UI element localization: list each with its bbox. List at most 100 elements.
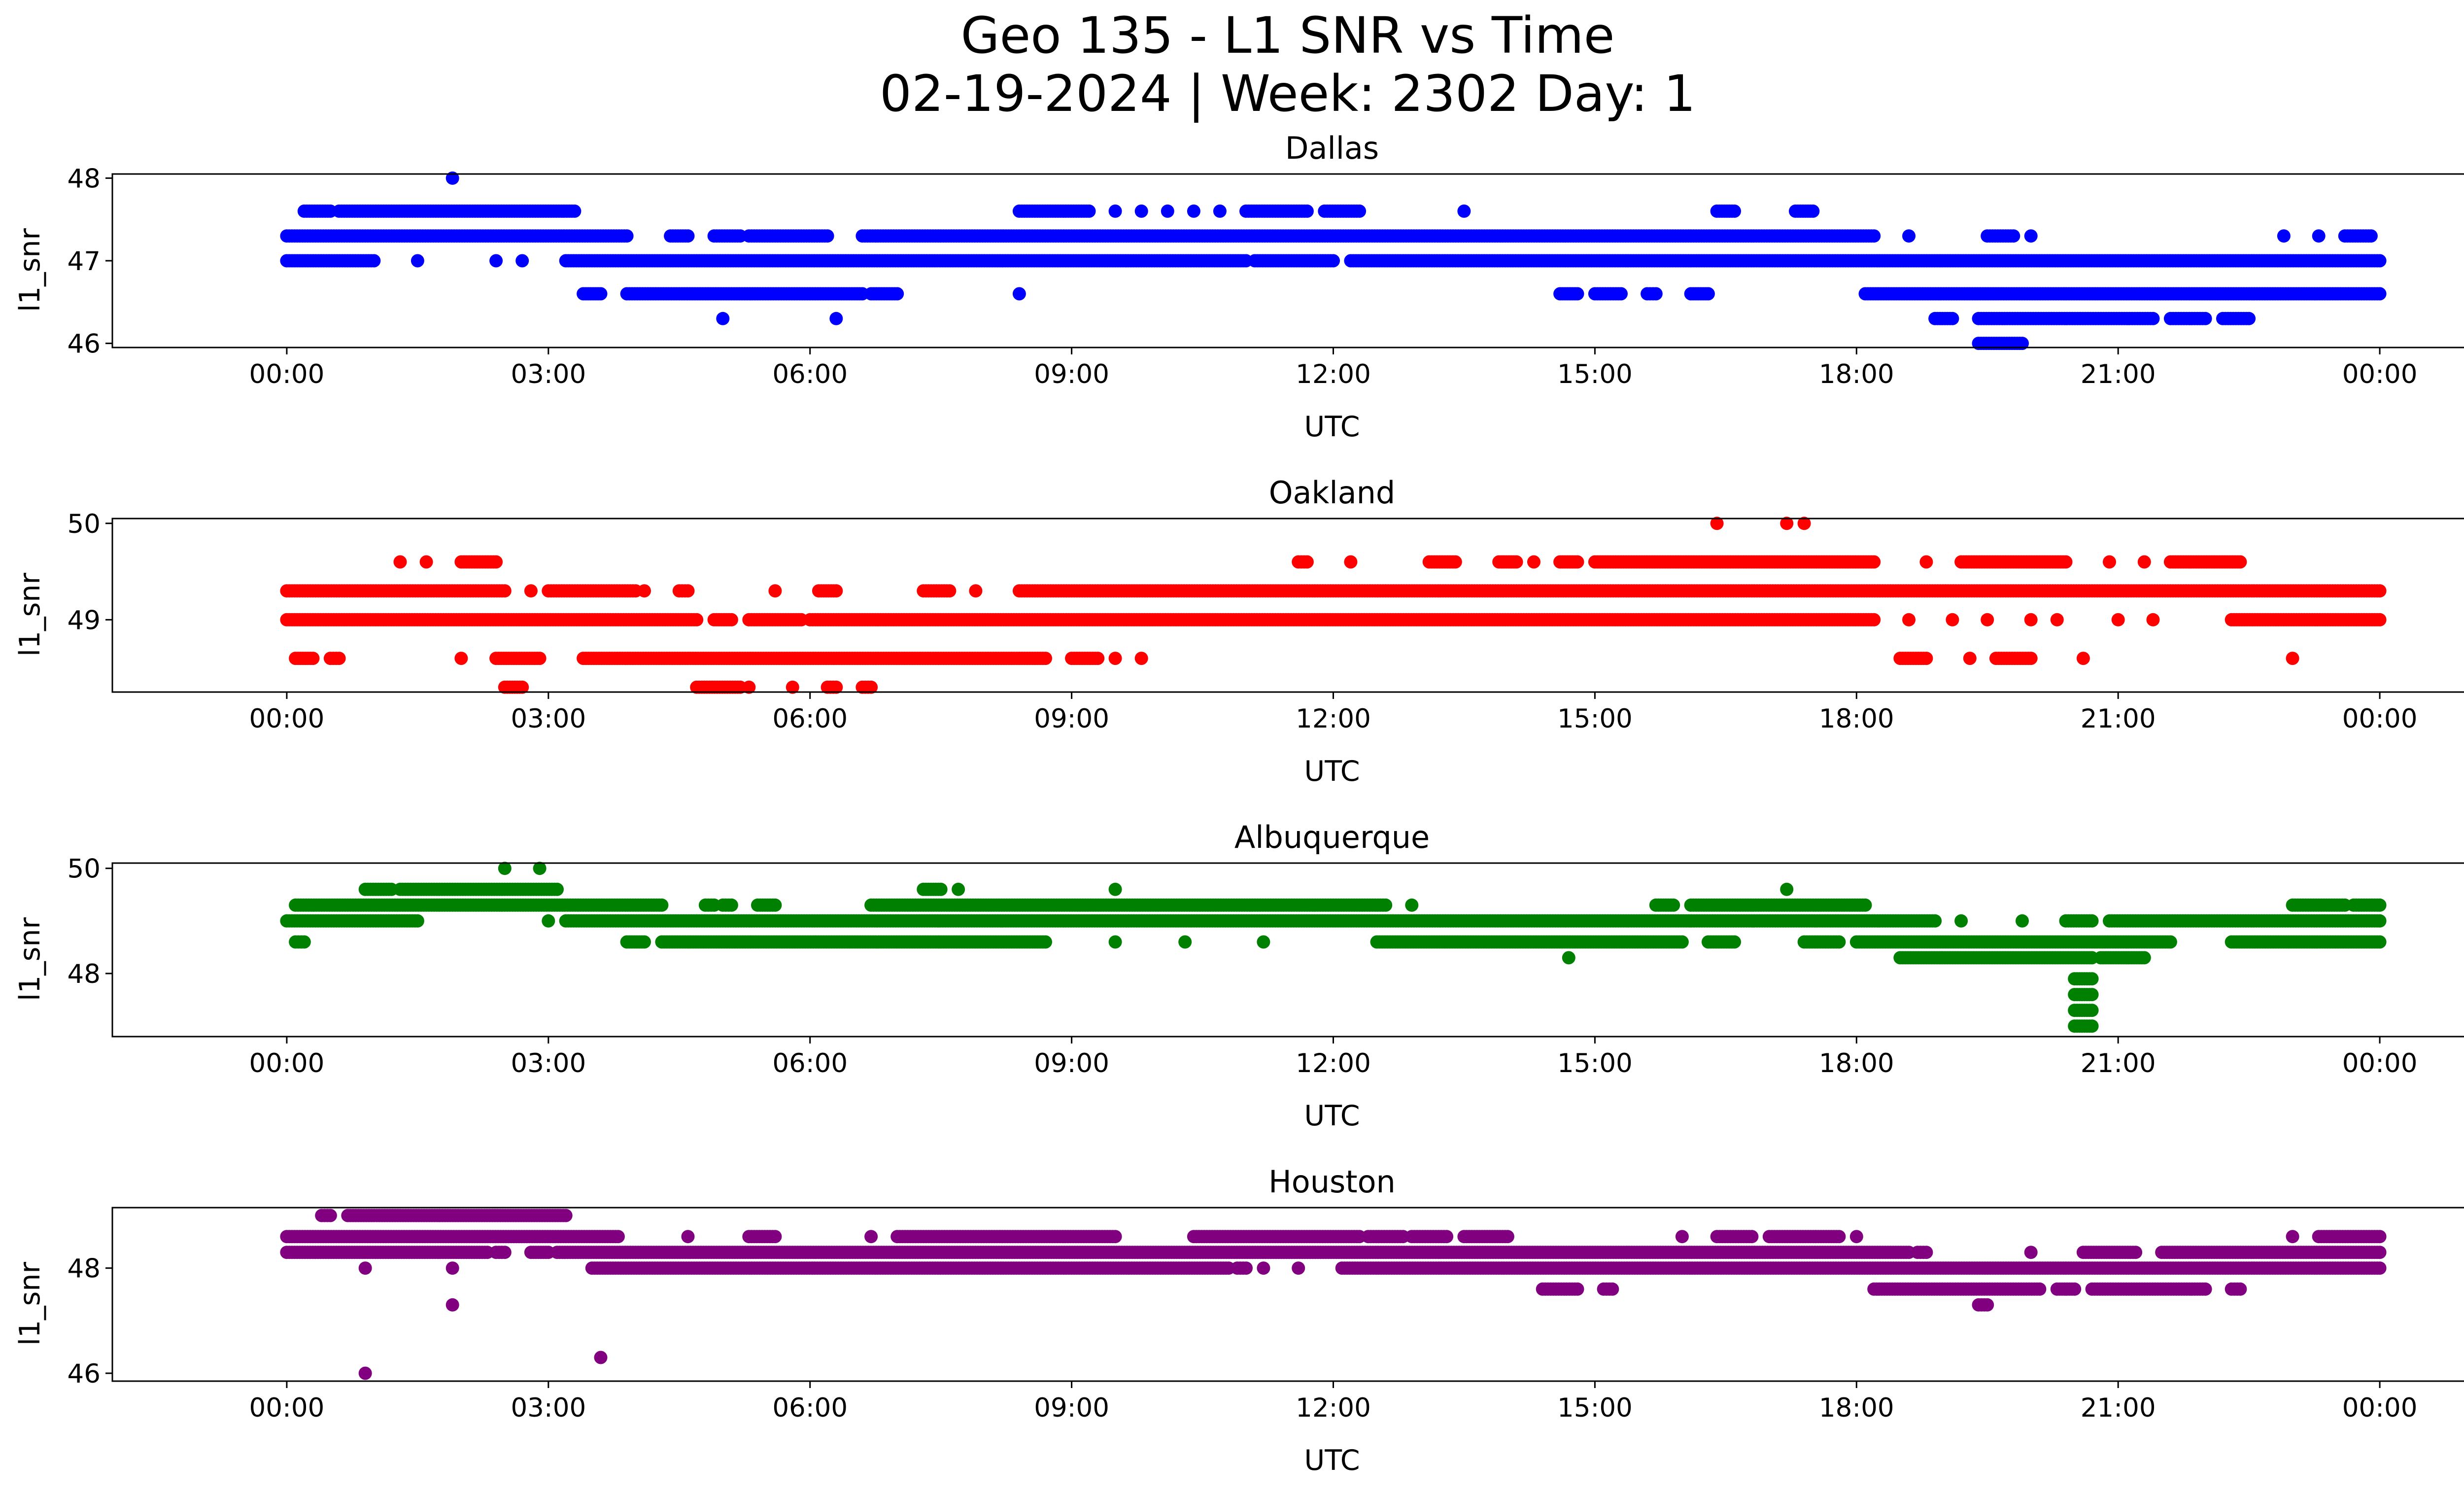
data-point xyxy=(2111,613,2125,626)
data-point xyxy=(411,254,424,268)
x-tick-label: 18:00 xyxy=(1819,359,1894,389)
data-point xyxy=(829,312,843,325)
y-axis-label: l1_snr xyxy=(14,917,46,1001)
data-point xyxy=(489,555,503,569)
data-point xyxy=(1108,204,1122,218)
data-point xyxy=(1919,555,1933,569)
x-tick-label: 15:00 xyxy=(1557,359,1633,389)
y-tick-label: 46 xyxy=(68,329,101,359)
x-axis-label: UTC xyxy=(1304,1100,1360,1132)
x-axis-label: UTC xyxy=(1304,411,1360,443)
data-point xyxy=(1806,204,1820,218)
data-point xyxy=(1667,898,1680,912)
data-point xyxy=(2085,914,2099,928)
data-point xyxy=(1509,555,1523,569)
data-point xyxy=(2242,312,2256,325)
data-point xyxy=(1082,204,1096,218)
data-point xyxy=(2312,229,2326,243)
y-axis-label: l1_snr xyxy=(14,573,46,657)
data-point xyxy=(1571,555,1584,569)
data-point xyxy=(768,898,782,912)
data-point xyxy=(1457,204,1471,218)
data-point xyxy=(1527,555,1540,569)
data-point xyxy=(969,584,983,598)
data-point xyxy=(2364,229,2378,243)
data-point xyxy=(1867,613,1881,626)
data-point xyxy=(1161,204,1174,218)
data-point xyxy=(454,652,468,665)
data-point xyxy=(1327,254,1340,268)
data-point xyxy=(1134,652,1148,665)
data-point xyxy=(1448,555,1462,569)
x-tick-label: 09:00 xyxy=(1034,359,1109,389)
data-point xyxy=(2286,652,2299,665)
data-point xyxy=(1928,914,1942,928)
data-point xyxy=(411,914,424,928)
data-point xyxy=(1981,613,1994,626)
data-point xyxy=(690,613,704,626)
data-point xyxy=(821,229,834,243)
y-tick-label: 49 xyxy=(68,605,101,635)
data-point xyxy=(2076,652,2090,665)
data-point xyxy=(1701,287,1715,301)
data-point xyxy=(2024,229,2038,243)
data-point xyxy=(306,652,320,665)
x-tick-label: 00:00 xyxy=(249,704,325,734)
data-point xyxy=(1300,555,1314,569)
data-point xyxy=(638,584,651,598)
data-point xyxy=(2059,555,2073,569)
data-point xyxy=(1867,555,1881,569)
data-point xyxy=(2198,312,2212,325)
data-point xyxy=(1963,652,1977,665)
data-point xyxy=(1946,312,1959,325)
data-point xyxy=(2373,898,2387,912)
data-point xyxy=(2373,287,2387,301)
data-point xyxy=(2233,555,2247,569)
x-tick-label: 15:00 xyxy=(1557,704,1633,734)
y-axis-label: l1_snr xyxy=(14,228,46,312)
y-tick-label: 50 xyxy=(68,509,101,539)
data-point xyxy=(1614,287,1628,301)
x-tick-label: 21:00 xyxy=(2081,704,2156,734)
data-point xyxy=(1012,287,1026,301)
data-point xyxy=(2137,555,2151,569)
data-point xyxy=(542,914,555,928)
x-tick-label: 12:00 xyxy=(1296,359,1371,389)
x-tick-label: 00:00 xyxy=(2342,704,2418,734)
panel-title: Albuquerque xyxy=(1234,819,1430,855)
data-point xyxy=(1902,613,1916,626)
data-point xyxy=(2146,312,2160,325)
data-point xyxy=(2277,229,2291,243)
data-point xyxy=(2024,613,2038,626)
x-tick-label: 03:00 xyxy=(511,704,586,734)
data-point xyxy=(2050,613,2064,626)
x-tick-label: 06:00 xyxy=(772,704,848,734)
data-point xyxy=(943,584,957,598)
data-point xyxy=(768,584,782,598)
data-point xyxy=(1039,652,1052,665)
dallas-panel: Dallas UTC l1_snr 00:00 03:00 06:00 09:00 12… xyxy=(14,130,2464,443)
panel-title: Dallas xyxy=(1285,130,1379,166)
data-point xyxy=(724,613,738,626)
data-point xyxy=(1187,204,1200,218)
data-point xyxy=(1379,898,1393,912)
data-point xyxy=(724,898,738,912)
data-point xyxy=(2373,613,2387,626)
data-point xyxy=(2373,254,2387,268)
data-point xyxy=(681,229,695,243)
x-tick-label: 12:00 xyxy=(1296,704,1371,734)
data-point xyxy=(655,898,669,912)
data-point xyxy=(890,287,904,301)
data-point xyxy=(1946,613,1959,626)
data-point xyxy=(2024,652,2038,665)
data-point xyxy=(1213,204,1227,218)
data-point xyxy=(681,584,695,598)
data-point xyxy=(1919,652,1933,665)
data-point xyxy=(524,584,538,598)
data-point xyxy=(1300,204,1314,218)
data-point xyxy=(1858,898,1872,912)
data-point xyxy=(2146,613,2160,626)
data-point xyxy=(1353,204,1367,218)
data-point xyxy=(393,555,407,569)
